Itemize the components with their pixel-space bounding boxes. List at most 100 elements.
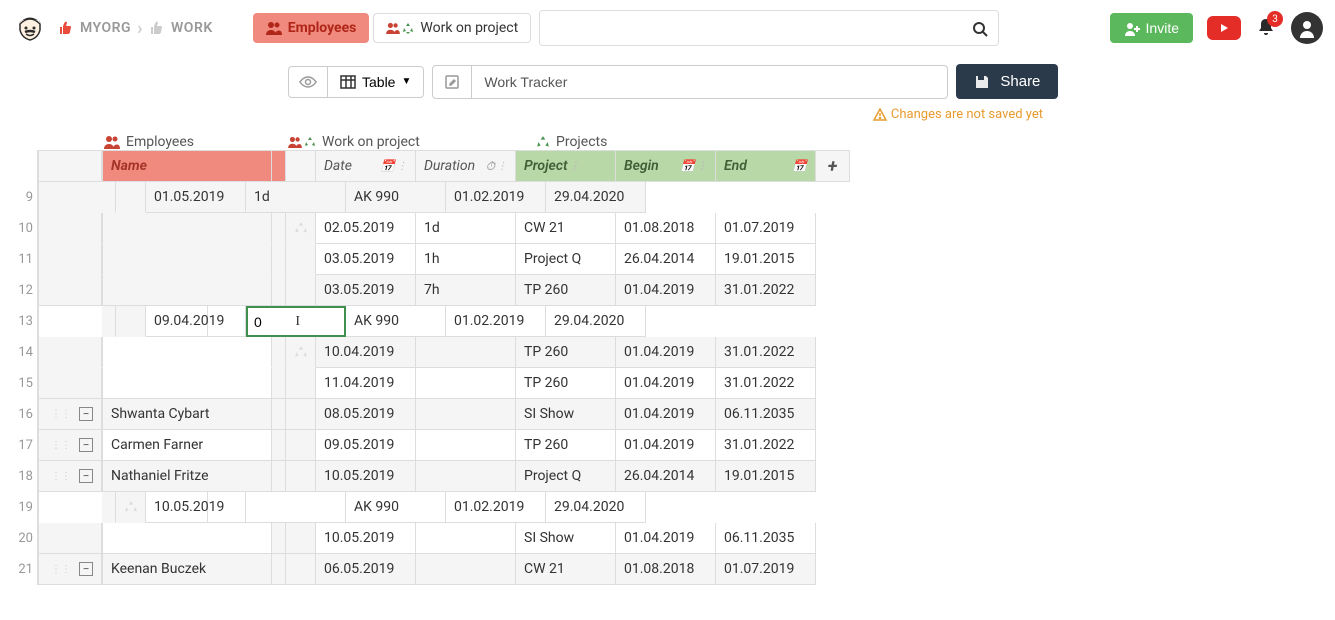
duration-edit-input[interactable] [254,314,338,330]
cell-proj[interactable]: TP 260 [516,337,616,368]
breadcrumb-org[interactable]: MYORG [80,20,131,36]
search-input[interactable] [539,10,999,46]
cell-date[interactable]: 10.05.2019 [316,461,416,492]
collapse-button[interactable]: − [79,469,93,483]
row-controls[interactable]: ⋮⋮ − [38,461,102,492]
cell-proj[interactable]: AK 990 [346,492,446,523]
breadcrumb-section[interactable]: WORK [171,20,213,36]
cell-proj[interactable]: TP 260 [516,368,616,399]
cell-proj[interactable]: SI Show [516,523,616,554]
cell-proj[interactable]: AK 990 [346,306,446,337]
add-column-button[interactable]: + [816,150,850,182]
cell-begin[interactable]: 01.04.2019 [616,337,716,368]
cell-dur[interactable] [416,399,516,430]
share-button[interactable]: Share [956,64,1058,99]
column-end[interactable]: End📅 [716,150,816,182]
cell-dur[interactable] [416,368,516,399]
cell-name[interactable] [102,337,272,368]
tag-employees[interactable]: Employees [253,13,370,43]
cell-end[interactable]: 29.04.2020 [546,492,646,523]
cell-dur[interactable] [416,337,516,368]
column-date[interactable]: Date📅⋮ [316,150,416,182]
notifications-button[interactable]: 3 [1255,17,1277,39]
cell-dur[interactable] [416,523,516,554]
cell-dur[interactable] [246,492,346,523]
cell-end[interactable]: 06.11.2035 [716,399,816,430]
cell-end[interactable]: 01.07.2019 [716,213,816,244]
cell-end[interactable]: 19.01.2015 [716,461,816,492]
row-controls[interactable]: ⋮⋮ − [38,430,102,461]
cell-date[interactable]: 06.05.2019 [316,554,416,585]
cell-name[interactable] [102,368,272,399]
cell-name[interactable]: Carmen Farner [102,430,272,461]
cell-end[interactable]: 19.01.2015 [716,244,816,275]
cell-begin[interactable]: 01.08.2018 [616,554,716,585]
cell-end[interactable]: 01.07.2019 [716,554,816,585]
row-controls[interactable] [38,523,102,554]
cell-name[interactable]: Shwanta Cybart [102,399,272,430]
cell-end[interactable]: 06.11.2035 [716,523,816,554]
cell-begin[interactable]: 26.04.2014 [616,244,716,275]
row-controls[interactable]: ⋮⋮ − [38,554,102,585]
table-view-button[interactable]: Table ▼ [327,66,424,98]
cell-end[interactable]: 29.04.2020 [546,306,646,337]
cell-dur[interactable]: 7h [416,275,516,306]
cell-name[interactable]: Keenan Buczek [102,554,272,585]
cell-date[interactable]: 11.04.2019 [316,368,416,399]
cell-date[interactable]: 01.05.2019 [146,182,246,213]
cell-name[interactable] [102,213,272,244]
collapse-button[interactable]: − [79,438,93,452]
cell-begin[interactable]: 01.04.2019 [616,430,716,461]
edit-title-button[interactable] [432,65,472,99]
cell-dur[interactable] [416,461,516,492]
row-controls[interactable]: ⋮⋮ − [38,399,102,430]
cell-name[interactable] [102,275,272,306]
cell-begin[interactable]: 01.08.2018 [616,213,716,244]
cell-begin[interactable]: 01.04.2019 [616,399,716,430]
cell-begin[interactable]: 01.02.2019 [446,182,546,213]
cell-dur[interactable]: I [246,306,346,337]
cell-end[interactable]: 31.01.2022 [716,275,816,306]
tag-work[interactable]: Work on project [373,13,531,43]
cell-begin[interactable]: 01.02.2019 [446,492,546,523]
cell-end[interactable]: 29.04.2020 [546,182,646,213]
row-controls[interactable] [38,368,102,399]
user-avatar[interactable] [1291,12,1323,44]
cell-date[interactable]: 10.05.2019 [316,523,416,554]
cell-dur[interactable]: 1h [416,244,516,275]
collapse-button[interactable]: − [79,407,93,421]
view-title-input[interactable] [472,65,948,99]
row-controls[interactable] [38,275,102,306]
cell-date[interactable]: 09.05.2019 [316,430,416,461]
cell-date[interactable]: 02.05.2019 [316,213,416,244]
cell-proj[interactable]: TP 260 [516,430,616,461]
app-logo[interactable] [12,10,48,46]
cell-proj[interactable]: Project Q [516,461,616,492]
cell-dur[interactable]: 1d [246,182,346,213]
row-controls[interactable] [38,213,102,244]
visibility-button[interactable] [288,66,327,98]
cell-date[interactable]: 03.05.2019 [316,275,416,306]
cell-proj[interactable]: AK 990 [346,182,446,213]
cell-end[interactable]: 31.01.2022 [716,337,816,368]
cell-proj[interactable]: TP 260 [516,275,616,306]
cell-date[interactable]: 09.04.2019 [146,306,246,337]
cell-begin[interactable]: 01.02.2019 [446,306,546,337]
cell-date[interactable]: 03.05.2019 [316,244,416,275]
row-controls[interactable] [38,337,102,368]
collapse-button[interactable]: − [79,562,93,576]
cell-end[interactable]: 31.01.2022 [716,368,816,399]
cell-begin[interactable]: 26.04.2014 [616,461,716,492]
cell-dur[interactable] [416,554,516,585]
invite-button[interactable]: Invite [1110,13,1193,43]
cell-proj[interactable]: CW 21 [516,554,616,585]
cell-proj[interactable]: Project Q [516,244,616,275]
cell-begin[interactable]: 01.04.2019 [616,523,716,554]
cell-end[interactable]: 31.01.2022 [716,430,816,461]
column-project[interactable]: Project⋮ [516,150,616,182]
cell-proj[interactable]: CW 21 [516,213,616,244]
cell-name[interactable] [102,244,272,275]
cell-proj[interactable]: SI Show [516,399,616,430]
cell-date[interactable]: 08.05.2019 [316,399,416,430]
cell-dur[interactable] [416,430,516,461]
